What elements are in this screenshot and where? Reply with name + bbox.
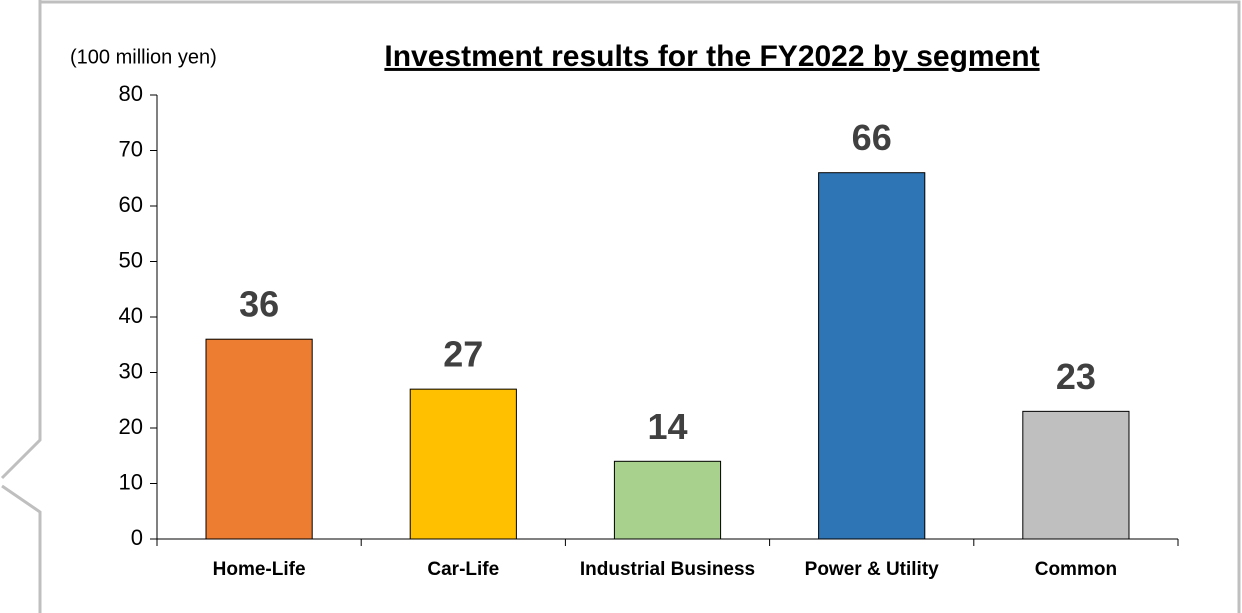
x-tick-label: Home-Life (212, 559, 306, 580)
x-tick-label: Power & Utility (804, 559, 939, 580)
data-label: 36 (239, 284, 279, 325)
bar (613, 460, 722, 540)
y-tick-label: 20 (119, 414, 143, 439)
y-tick-label: 80 (119, 81, 143, 106)
data-label: 66 (852, 117, 892, 158)
data-label: 14 (647, 406, 687, 447)
frame (1, 484, 42, 613)
bar (409, 388, 517, 540)
y-tick-label: 30 (119, 358, 143, 383)
bar (205, 338, 313, 540)
y-tick-label: 40 (119, 303, 143, 328)
y-tick-label: 0 (131, 525, 143, 550)
bar (1022, 410, 1130, 540)
y-tick-label: 10 (119, 469, 143, 494)
y-tick-label: 70 (119, 136, 143, 161)
data-label: 23 (1056, 356, 1096, 397)
x-tick-label: Car-Life (427, 559, 500, 580)
y-tick-label: 50 (119, 247, 143, 272)
x-tick-label: Common (1034, 559, 1118, 580)
frame (40, 0, 1241, 613)
chart-title: Investment results for the FY2022 by seg… (384, 40, 1039, 73)
x-tick-label: Industrial Business (579, 559, 756, 580)
y-axis-label: (100 million yen) (70, 46, 217, 68)
y-tick-label: 60 (119, 192, 143, 217)
frame (0, 0, 42, 480)
bar (818, 172, 926, 540)
data-label: 27 (443, 334, 483, 375)
